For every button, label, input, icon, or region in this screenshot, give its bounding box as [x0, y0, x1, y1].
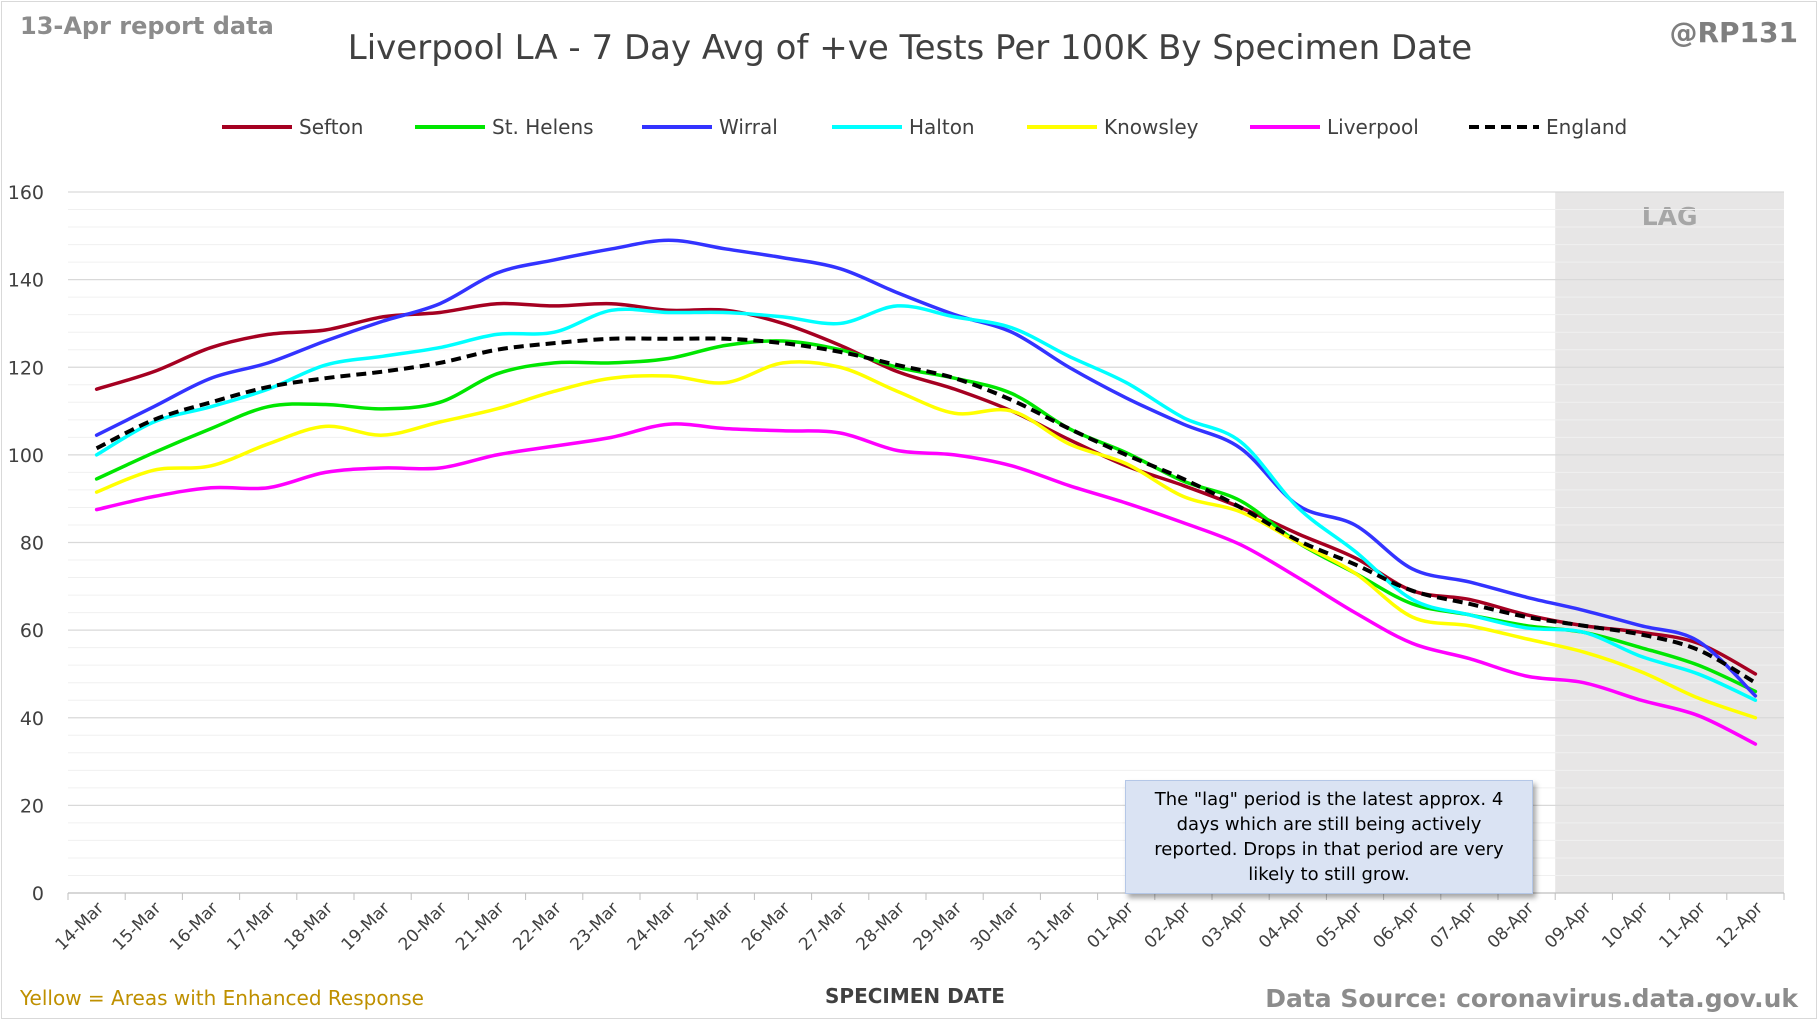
x-tick-label: 19-Mar — [338, 898, 394, 954]
legend-label-england: England — [1546, 115, 1627, 139]
legend-label-sefton: Sefton — [299, 115, 363, 139]
legend-label-liverpool: Liverpool — [1327, 115, 1419, 139]
x-tick-label: 22-Mar — [509, 898, 565, 954]
lag-label: LAG — [1642, 202, 1698, 231]
x-tick-label: 17-Mar — [223, 898, 279, 954]
y-tick-label: 20 — [20, 795, 44, 817]
x-tick-label: 11-Apr — [1655, 898, 1709, 952]
x-tick-label: 23-Mar — [566, 898, 622, 954]
x-tick-label: 15-Mar — [109, 898, 165, 954]
x-tick-label: 26-Mar — [738, 898, 794, 954]
x-tick-label: 03-Apr — [1198, 898, 1252, 952]
series-line-knowsley — [94, 360, 1758, 720]
x-tick-label: 05-Apr — [1312, 898, 1366, 952]
x-tick-label: 12-Apr — [1713, 898, 1767, 952]
data-source-label: Data Source: coronavirus.data.gov.uk — [1265, 984, 1798, 1013]
series-line-st-helens — [94, 339, 1758, 694]
x-tick-label: 10-Apr — [1598, 898, 1652, 952]
y-tick-label: 80 — [20, 533, 44, 555]
y-tick-label: 140 — [8, 270, 44, 292]
legend-label-knowsley: Knowsley — [1104, 115, 1199, 139]
y-tick-label: 40 — [20, 708, 44, 730]
x-tick-label: 09-Apr — [1541, 898, 1595, 952]
series-line-england — [95, 336, 1757, 685]
author-handle: @RP131 — [1669, 16, 1798, 49]
y-tick-label: 100 — [8, 445, 44, 467]
x-axis-title: SPECIMEN DATE — [825, 984, 1005, 1008]
chart-title: Liverpool LA - 7 Day Avg of +ve Tests Pe… — [347, 28, 1473, 68]
x-tick-label: 31-Mar — [1024, 898, 1080, 954]
x-tick-label: 16-Mar — [166, 898, 222, 954]
x-tick-label: 18-Mar — [280, 898, 336, 954]
x-tick-label: 25-Mar — [681, 898, 737, 954]
x-tick-label: 08-Apr — [1484, 898, 1538, 952]
legend-label-st-helens: St. Helens — [492, 115, 594, 139]
series-line-wirral — [94, 238, 1758, 698]
series-line-halton — [94, 304, 1758, 702]
x-tick-label: 01-Apr — [1083, 898, 1137, 952]
x-tick-label: 20-Mar — [395, 898, 451, 954]
series-line-liverpool — [94, 422, 1758, 746]
report-date-label: 13-Apr report data — [20, 12, 274, 40]
x-tick-label: 27-Mar — [795, 898, 851, 954]
y-tick-label: 120 — [8, 357, 44, 379]
x-tick-label: 24-Mar — [624, 898, 680, 954]
x-tick-label: 28-Mar — [852, 898, 908, 954]
enhanced-response-footnote: Yellow = Areas with Enhanced Response — [20, 986, 424, 1010]
lag-note-callout: The "lag" period is the latest approx. 4… — [1125, 780, 1533, 894]
x-tick-label: 21-Mar — [452, 898, 508, 954]
x-tick-label: 06-Apr — [1369, 898, 1423, 952]
x-tick-label: 30-Mar — [967, 898, 1023, 954]
y-tick-label: 60 — [20, 620, 44, 642]
x-tick-label: 07-Apr — [1427, 898, 1481, 952]
x-tick-label: 04-Apr — [1255, 898, 1309, 952]
y-tick-label: 0 — [32, 883, 44, 905]
y-tick-label: 160 — [8, 182, 44, 204]
x-tick-label: 29-Mar — [910, 898, 966, 954]
legend-label-halton: Halton — [909, 115, 975, 139]
series-line-sefton — [94, 301, 1758, 676]
legend-label-wirral: Wirral — [719, 115, 778, 139]
x-tick-label: 14-Mar — [52, 898, 108, 954]
x-tick-label: 02-Apr — [1141, 898, 1195, 952]
